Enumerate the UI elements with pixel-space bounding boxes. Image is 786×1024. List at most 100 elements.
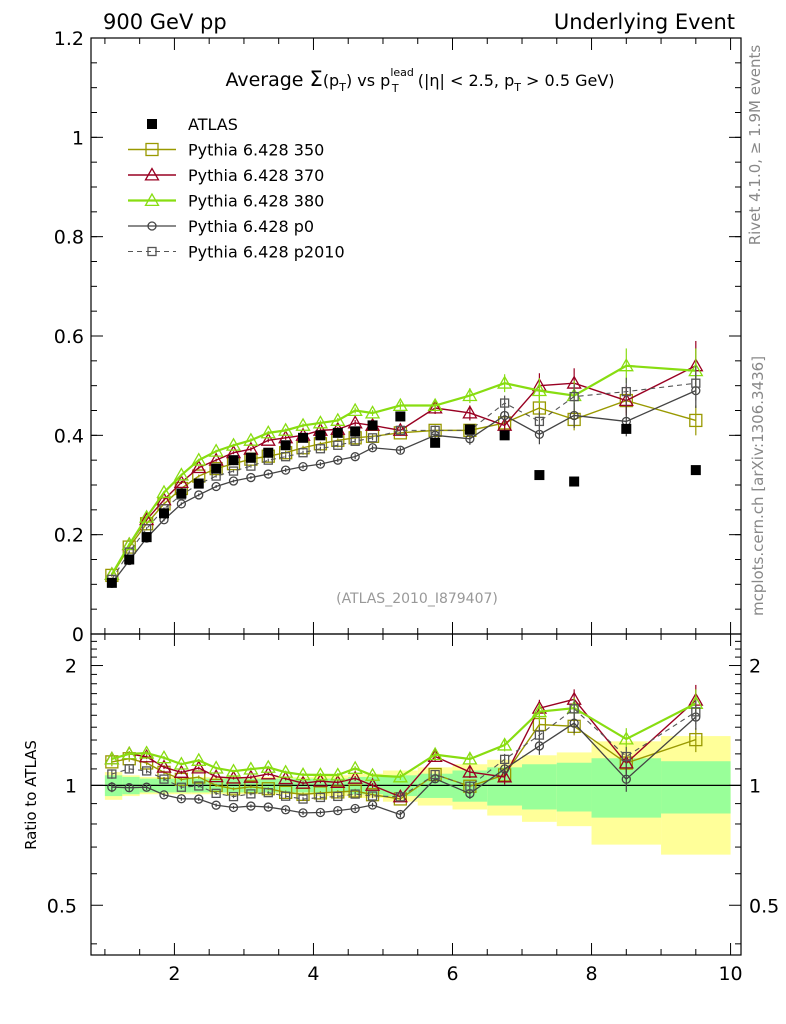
legend-item-atlas-marker xyxy=(147,119,157,129)
series-pythia-6-428-p0-ratio-point xyxy=(367,800,378,810)
rivet-label: Rivet 4.1.0, ≥ 1.9M events xyxy=(746,45,764,246)
series-pythia-6-428-p2010-line xyxy=(111,382,696,580)
main-ytick-label: 0.2 xyxy=(54,525,84,547)
series-pythia-6-428-350-ratio-point xyxy=(689,732,703,747)
series-pythia-6-428-380-ratio-point xyxy=(497,737,513,751)
series-pythia-6-428-380-ratio-point xyxy=(427,746,443,761)
series-pythia-6-428-380-point xyxy=(392,397,408,412)
series-pythia-6-428-p0-point xyxy=(246,472,256,483)
ratio-ylabel: Ratio to ATLAS xyxy=(22,740,40,850)
series-pythia-6-428-p2010-point xyxy=(621,386,631,397)
series-pythia-6-428-p2010-ratio-line xyxy=(111,708,697,800)
series-pythia-6-428-380-ratio-point xyxy=(312,767,329,781)
atlas-data-point xyxy=(211,463,222,474)
atlas-data-point xyxy=(315,430,326,441)
series-pythia-6-428-p2010-ratio-point xyxy=(263,787,273,798)
ratio-ytick-label-right: 0.5 xyxy=(749,895,779,917)
series-pythia-6-428-380-ratio-point xyxy=(173,756,189,770)
ratio-ytick-label-right: 1 xyxy=(749,775,761,797)
band-green xyxy=(522,764,557,810)
ratio-frame xyxy=(90,633,742,956)
atlas-data-point xyxy=(245,452,256,463)
series-pythia-6-428-p0-ratio-point xyxy=(298,808,308,818)
series-pythia-6-428-380-ratio-point xyxy=(618,731,634,745)
series-pythia-6-428-p0-ratio-point xyxy=(194,794,204,804)
series-pythia-6-428-350-ratio-point xyxy=(348,784,362,798)
series-pythia-6-428-p2010-point xyxy=(691,378,701,388)
series-pythia-6-428-p0-point xyxy=(176,499,187,509)
series-pythia-6-428-380-ratio-point xyxy=(104,751,120,765)
series-pythia-6-428-p0-point xyxy=(228,476,239,486)
series-pythia-6-428-p2010-ratio-point xyxy=(194,781,204,791)
series-pythia-6-428-370-ratio-point xyxy=(364,777,381,791)
series-pythia-6-428-p0-ratio-point xyxy=(350,803,360,814)
series-pythia-6-428-p2010-point xyxy=(395,425,406,436)
series-pythia-6-428-380-ratio-point xyxy=(121,746,137,760)
series-pythia-6-428-p0-ratio-point xyxy=(246,801,256,811)
legend-item-pythia-6-428-350-label: Pythia 6.428 350 xyxy=(188,141,324,160)
series-pythia-6-428-380-ratio-point xyxy=(225,763,242,777)
series-pythia-6-428-370-ratio-point xyxy=(295,775,311,789)
legend-item-pythia-6-428-350-marker xyxy=(145,142,159,157)
series-pythia-6-428-p2010-point xyxy=(281,452,291,462)
atlas-data-point xyxy=(499,430,510,441)
series-pythia-6-428-p0-point xyxy=(281,465,291,475)
header-right: Underlying Event xyxy=(554,10,735,34)
ratio-ytick-label: 1 xyxy=(65,775,77,797)
series-pythia-6-428-p0-ratio-point xyxy=(333,805,343,816)
series-pythia-6-428-380-point xyxy=(462,387,478,402)
series-pythia-6-428-p0-ratio-point xyxy=(621,774,631,784)
series-pythia-6-428-350-ratio-point xyxy=(261,782,275,796)
series-pythia-6-428-370-point xyxy=(260,432,276,446)
legend-item-pythia-6-428-p0-marker xyxy=(147,221,157,231)
series-pythia-6-428-p0-ratio-point xyxy=(176,794,187,804)
series-pythia-6-428-350-ratio-point xyxy=(192,770,206,784)
series-pythia-6-428-p2010-ratio-point xyxy=(569,704,579,714)
legend-item-pythia-6-428-380-marker xyxy=(144,192,160,207)
series-pythia-6-428-p2010-point xyxy=(350,436,360,446)
series-pythia-6-428-p0-point xyxy=(315,459,326,469)
series-pythia-6-428-370-ratio-point xyxy=(243,769,259,783)
series-pythia-6-428-p2010-ratio-point xyxy=(691,707,701,717)
atlas-data-point xyxy=(464,424,475,435)
series-pythia-6-428-370-ratio-point xyxy=(138,749,155,763)
series-pythia-6-428-370-ratio-point xyxy=(156,759,172,773)
series-pythia-6-428-370-ratio-point xyxy=(191,760,207,774)
series-pythia-6-428-370-ratio-point xyxy=(392,789,408,803)
atlas-data-point xyxy=(430,437,441,448)
series-pythia-6-428-p0-point xyxy=(211,481,221,492)
atlas-data-point xyxy=(690,465,701,476)
series-pythia-6-428-380-ratio-point xyxy=(462,751,478,765)
series-pythia-6-428-370-point xyxy=(497,417,513,431)
series-pythia-6-428-p2010-point xyxy=(430,425,440,436)
series-pythia-6-428-p2010-ratio-point xyxy=(430,769,440,780)
series-pythia-6-428-380-ratio-point xyxy=(295,766,311,781)
series-pythia-6-428-p0-point xyxy=(367,443,378,453)
series-pythia-6-428-p2010-ratio-point xyxy=(141,766,152,776)
main-ytick-label: 0.4 xyxy=(54,425,84,447)
atlas-data-point xyxy=(124,554,135,565)
series-pythia-6-428-380-ratio-point xyxy=(208,760,224,774)
series-pythia-6-428-p2010-ratio-point xyxy=(176,782,187,792)
series-pythia-6-428-p2010-ratio-point xyxy=(211,788,221,799)
main-ytick-label: 0.8 xyxy=(54,227,84,249)
atlas-data-point xyxy=(176,488,187,499)
series-pythia-6-428-p2010-ratio-point xyxy=(395,792,406,802)
series-pythia-6-428-380-point xyxy=(208,443,224,457)
series-pythia-6-428-370-ratio-point xyxy=(330,774,346,788)
series-pythia-6-428-380-point xyxy=(173,467,189,481)
atlas-data-point xyxy=(263,447,274,458)
series-pythia-6-428-380-ratio-point xyxy=(347,760,363,774)
series-pythia-6-428-380-point xyxy=(427,397,443,412)
series-pythia-6-428-p2010-ratio-point xyxy=(465,781,475,791)
atlas-data-point xyxy=(621,423,632,434)
series-pythia-6-428-370-ratio-point xyxy=(278,770,294,785)
xtick-label: 4 xyxy=(307,963,319,985)
series-pythia-6-428-380-ratio-point xyxy=(138,745,155,759)
series-pythia-6-428-380-point xyxy=(278,422,294,436)
main-ytick-label: 1.2 xyxy=(54,28,84,50)
series-pythia-6-428-p0-point xyxy=(263,469,273,479)
series-pythia-6-428-380-ratio-point xyxy=(330,767,346,781)
series-pythia-6-428-p2010-point xyxy=(298,448,308,458)
series-pythia-6-428-p2010-ratio-point xyxy=(499,754,510,765)
